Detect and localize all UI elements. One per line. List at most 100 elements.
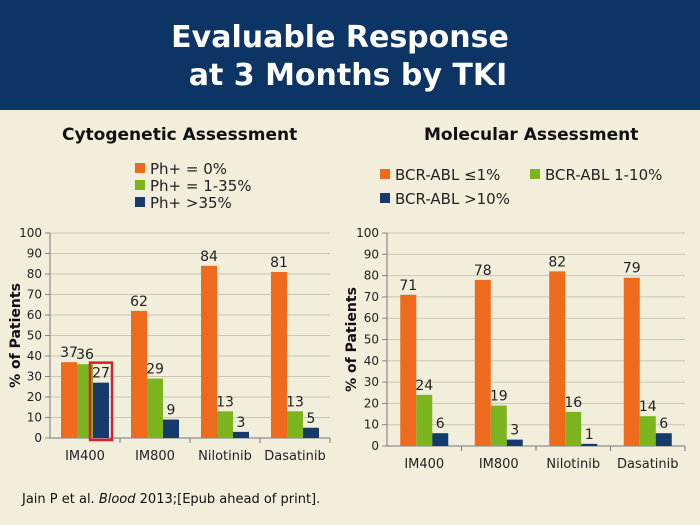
mol-data-label: 82 [548, 254, 566, 270]
cyto-y-axis-title: % of Patients [8, 283, 24, 388]
cyto-bar [61, 362, 77, 438]
mol-data-label: 78 [474, 263, 492, 279]
mol-bar [432, 433, 449, 446]
mol-bar [623, 277, 640, 446]
mol-y-tick-label: 0 [371, 439, 379, 453]
cyto-y-tick-label: 50 [27, 329, 42, 343]
mol-legend-item-3: BCR-ABL >10% [380, 190, 510, 208]
mol-y-tick-label: 30 [364, 375, 379, 389]
mol-category-label: IM400 [404, 457, 444, 470]
cyto-category-label: Nilotinib [198, 449, 252, 464]
mol-data-label: 1 [585, 427, 594, 443]
cyto-data-label: 36 [76, 347, 94, 363]
cyto-data-label: 84 [200, 249, 218, 265]
mol-y-tick-label: 50 [364, 333, 379, 347]
citation-details: 2013;[Epub ahead of print]. [135, 492, 321, 507]
cyto-y-tick-label: 70 [27, 288, 42, 302]
mol-data-label: 16 [564, 395, 582, 411]
mol-data-label: 6 [436, 416, 445, 432]
cyto-bar [201, 265, 217, 438]
mol-legend-item-2: BCR-ABL 1-10% [530, 166, 662, 184]
cyto-highlight-box [88, 361, 114, 442]
mol-data-label: 79 [623, 261, 641, 277]
mol-y-tick-label: 10 [364, 418, 379, 432]
mol-bar [400, 294, 417, 446]
mol-bar [506, 439, 523, 446]
cyto-legend-label-1: Ph+ = 0% [150, 160, 228, 178]
cyto-legend-swatch-3 [135, 196, 145, 207]
mol-bar [565, 411, 582, 446]
mol-data-label: 3 [510, 423, 519, 439]
cyto-bar [233, 431, 249, 438]
cyto-data-label: 37 [60, 345, 78, 361]
cyto-category-label: Dasatinib [264, 449, 326, 464]
molecular-heading: Molecular Assessment [424, 125, 639, 145]
cyto-data-label: 62 [130, 294, 148, 310]
cyto-y-tick-label: 100 [19, 226, 42, 240]
cyto-legend-swatch-1 [135, 162, 145, 173]
mol-bar [490, 405, 507, 446]
mol-data-label: 24 [415, 378, 433, 394]
cyto-legend-label-3: Ph+ >35% [150, 194, 232, 212]
mol-bar [581, 443, 598, 446]
slide-title-line-2: at 3 Months by TKI [188, 58, 508, 93]
cyto-y-tick-label: 20 [27, 390, 42, 404]
cyto-y-tick-label: 10 [27, 411, 42, 425]
mol-data-label: 71 [399, 278, 417, 294]
cyto-data-label: 27 [92, 366, 110, 382]
mol-bar [549, 271, 566, 446]
cyto-legend-item-2: Ph+ = 1-35% [135, 177, 252, 195]
mol-y-axis-title: % of Patients [345, 287, 360, 392]
cyto-y-tick-label: 0 [34, 431, 42, 445]
mol-category-label: IM800 [479, 457, 519, 470]
cyto-data-label: 81 [270, 255, 288, 271]
cyto-legend-item-1: Ph+ = 0% [135, 160, 227, 178]
cytogenetic-heading: Cytogenetic Assessment [62, 125, 298, 145]
mol-legend-label-2: BCR-ABL 1-10% [545, 166, 663, 184]
cyto-data-label: 3 [237, 415, 246, 431]
mol-y-tick-label: 20 [364, 396, 379, 410]
cyto-bar [131, 310, 147, 438]
cyto-data-label: 9 [167, 403, 176, 419]
mol-data-label: 19 [490, 389, 508, 405]
mol-y-tick-label: 100 [356, 226, 379, 240]
mol-legend-label-1: BCR-ABL ≤1% [395, 166, 501, 184]
slide-title-line-1: Evaluable Response [171, 20, 509, 55]
cyto-bar [147, 378, 163, 438]
cyto-y-tick-label: 30 [27, 370, 42, 384]
mol-bar [655, 433, 672, 446]
cyto-data-label: 13 [286, 394, 304, 410]
mol-y-tick-label: 80 [364, 269, 379, 283]
cyto-legend-swatch-2 [135, 179, 145, 190]
cyto-data-label: 5 [307, 411, 316, 427]
cyto-category-label: IM800 [135, 449, 175, 464]
mol-legend-swatch-2 [530, 168, 540, 179]
mol-y-tick-label: 60 [364, 311, 379, 325]
mol-category-label: Nilotinib [546, 457, 600, 470]
cyto-y-tick-label: 90 [27, 247, 42, 261]
mol-data-label: 6 [659, 416, 668, 432]
citation-journal: Blood [98, 492, 136, 507]
cyto-y-tick-label: 60 [27, 308, 42, 322]
mol-y-tick-label: 90 [364, 247, 379, 261]
cyto-y-tick-label: 40 [27, 349, 42, 363]
cyto-legend-label-2: Ph+ = 1-35% [150, 177, 252, 195]
citation-authors: Jain P et al. [22, 492, 99, 507]
cyto-category-label: IM400 [65, 449, 105, 464]
citation: Jain P et al. Blood 2013;[Epub ahead of … [22, 492, 320, 507]
cyto-bar [93, 382, 109, 438]
mol-bar [474, 279, 491, 446]
mol-legend-label-3: BCR-ABL >10% [395, 190, 510, 208]
cyto-bar [303, 427, 319, 438]
cyto-y-tick-label: 80 [27, 267, 42, 281]
mol-y-tick-label: 40 [364, 354, 379, 368]
cyto-data-label: 29 [146, 362, 164, 378]
cyto-bar [271, 271, 287, 438]
molecular-bar-chart: 0 10 20 30 40 50 60 70 80 90 100 % of Patients 71 24 6… [345, 226, 686, 470]
cyto-legend-item-3: Ph+ >35% [135, 194, 232, 212]
cyto-bar [163, 419, 179, 438]
mol-category-label: Dasatinib [617, 457, 679, 470]
mol-y-tick-label: 70 [364, 290, 379, 304]
mol-data-label: 14 [639, 399, 657, 415]
